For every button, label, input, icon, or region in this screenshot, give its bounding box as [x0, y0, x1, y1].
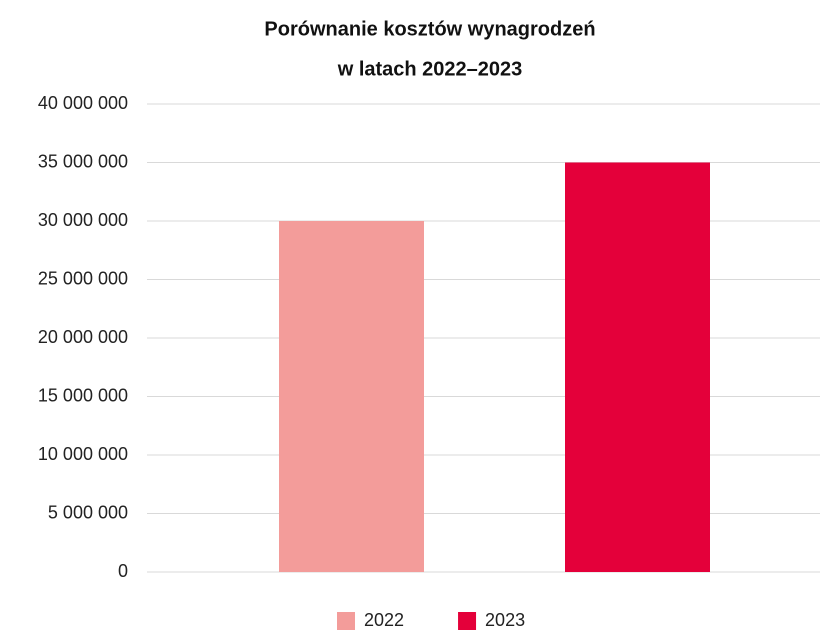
- legend-swatch: [458, 612, 477, 630]
- legend-label: 2022: [364, 610, 404, 630]
- y-tick-label: 15 000 000: [38, 385, 128, 405]
- y-tick-label: 5 000 000: [48, 502, 128, 522]
- y-tick-label: 40 000 000: [38, 93, 128, 113]
- legend-label: 2023: [485, 610, 525, 630]
- y-tick-label: 25 000 000: [38, 268, 128, 288]
- bar: [565, 162, 710, 572]
- y-tick-label: 20 000 000: [38, 327, 128, 347]
- y-tick-label: 30 000 000: [38, 210, 128, 230]
- bar: [279, 221, 424, 572]
- legend-swatch: [337, 612, 355, 630]
- y-tick-label: 10 000 000: [38, 444, 128, 464]
- chart-title: w latach 2022–2023: [337, 58, 523, 80]
- y-tick-label: 0: [118, 561, 128, 581]
- y-tick-label: 35 000 000: [38, 151, 128, 171]
- chart-title: Porównanie kosztów wynagrodzeń: [264, 18, 595, 40]
